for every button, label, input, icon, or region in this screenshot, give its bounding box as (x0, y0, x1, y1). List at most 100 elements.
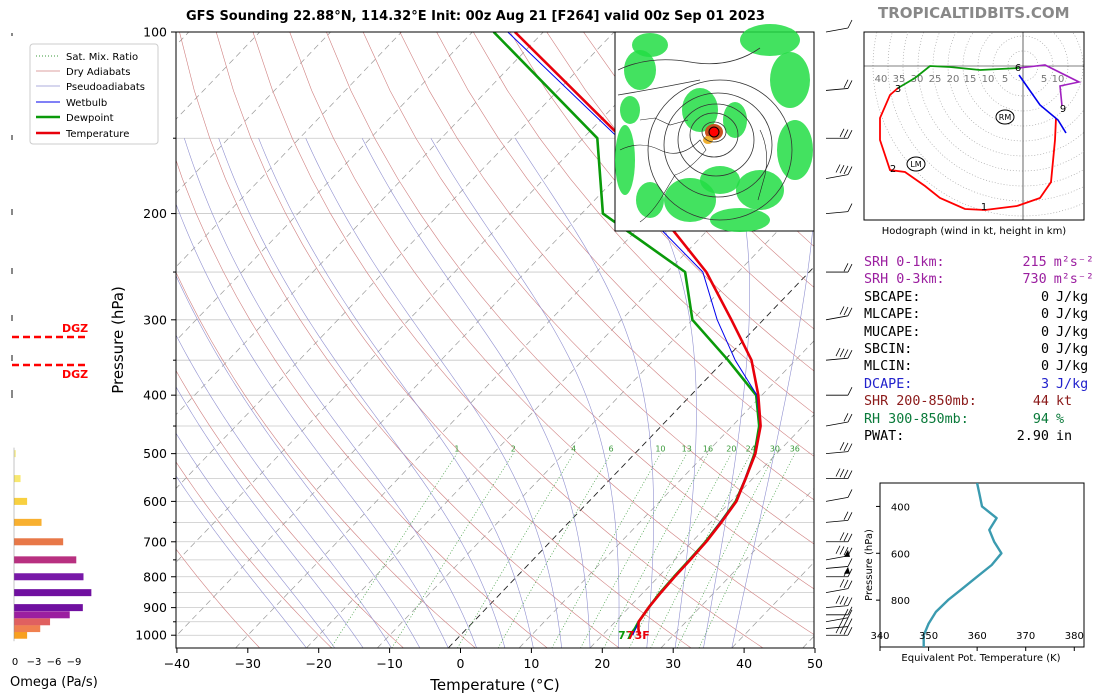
storm-motion-marker (906, 156, 926, 172)
legend-label: Wetbulb (66, 98, 107, 109)
stat-unit: J/kg (1056, 342, 1089, 358)
barb-feather (847, 386, 853, 396)
stat-label: SBCAPE: (864, 289, 921, 305)
barb-staff (825, 357, 849, 361)
dry-adiabat (252, 32, 764, 648)
barb-feather (839, 165, 845, 174)
stat-row: SHR 200-850mb: 44 kt (864, 393, 1094, 410)
pseudoadiabat (616, 138, 697, 648)
barb-feather (839, 579, 845, 588)
site-watermark: TROPICALTIDBITS.COM (878, 4, 1070, 22)
legend-label: Temperature (65, 129, 129, 140)
pseudoadiabat (258, 138, 534, 648)
barb-feather (839, 617, 845, 626)
legend-label: Pseudoadiabats (66, 82, 145, 93)
x-tick-label: −30 (235, 656, 261, 671)
barb-pennant (844, 566, 850, 574)
hodograph-title: Hodograph (wind in kt, height in km) (882, 226, 1067, 237)
barb-feather (847, 568, 853, 577)
x-tick-label: 0 (457, 656, 465, 671)
isotherm (447, 266, 814, 648)
y-tick-label: 900 (143, 600, 167, 615)
theta-e-line (922, 483, 1003, 647)
barb-feather (847, 80, 853, 89)
hodo-height-label: 3 (895, 84, 901, 95)
mixing-ratio-line (580, 453, 688, 648)
stat-row: MLCIN: 0 J/kg (864, 358, 1094, 375)
wind-barb (825, 347, 853, 361)
theta-e-plot (922, 483, 1003, 647)
wind-barb (825, 413, 853, 427)
barb-feather (847, 609, 853, 618)
stat-unit: in (1056, 429, 1073, 445)
barb-feather (847, 580, 853, 589)
isotherm (176, 32, 544, 416)
stat-unit: kt (1056, 394, 1073, 410)
omega-left-ticks (11, 33, 13, 398)
barb-feather (843, 165, 849, 175)
y-tick-label: 300 (143, 312, 167, 327)
stat-label: MLCIN: (864, 359, 913, 375)
mixing-ratio-line (457, 453, 574, 648)
dry-adiabat (176, 159, 548, 648)
omega-bar (14, 589, 92, 597)
hodo-segment-3-6km (897, 65, 1020, 89)
x-tick-label: 40 (736, 656, 752, 671)
omega-bar (14, 604, 83, 612)
mixing-ratio-line (391, 453, 514, 648)
stats-table: SRH 0-1km: 215 m²s⁻² SRH 0-3km: 730 m²s⁻² SBCA… (864, 254, 1094, 445)
barb-feather (847, 558, 853, 567)
stat-row: MLCAPE: 0 J/kg (864, 306, 1094, 323)
dry-adiabat (215, 32, 692, 648)
legend-label: Dewpoint (66, 113, 114, 124)
stat-value: 44 (1032, 394, 1049, 410)
x-tick-label: 50 (807, 656, 823, 671)
stat-value: 215 (1022, 255, 1047, 270)
barb-feather (847, 350, 853, 359)
stat-label: DCAPE: (864, 376, 913, 392)
y-tick-label: 700 (143, 534, 167, 549)
barb-feather (835, 468, 841, 477)
barb-feather (839, 128, 845, 138)
wind-barb (826, 624, 853, 636)
barb-feather (843, 511, 849, 520)
barb-staff (825, 88, 849, 91)
wind-barb (825, 79, 853, 91)
mixing-ratio-label: 36 (790, 445, 800, 454)
mixing-ratio-label: 30 (770, 445, 780, 454)
pseudoadiabat (703, 138, 750, 648)
mixing-ratio-line (650, 453, 752, 648)
storm-motion-label: RM (999, 113, 1012, 122)
barb-staff (825, 211, 849, 214)
barb-feather (847, 470, 853, 479)
barb-feather (843, 546, 849, 556)
series-temperature (513, 32, 762, 636)
wind-barb (826, 263, 853, 273)
omega-axis-label: Omega (Pa/s) (10, 675, 98, 690)
stat-value: 730 (1022, 272, 1047, 288)
barb-feather (843, 306, 849, 316)
omega-bar (14, 450, 16, 458)
wind-barb (825, 489, 853, 502)
wind-barb (825, 595, 853, 609)
barb-feather (847, 606, 853, 615)
barb-staff (825, 617, 849, 623)
barb-feather (839, 442, 845, 451)
barb-feather (843, 626, 849, 635)
isotherm (176, 32, 402, 268)
wind-barb (826, 386, 853, 396)
barb-feather (847, 307, 853, 316)
dgz-lower-label: DGZ (62, 368, 88, 381)
theta-x-tick-label: 350 (919, 631, 938, 642)
stat-value: 0 (1040, 342, 1049, 358)
barb-staff (825, 588, 849, 594)
barb-feather (847, 166, 853, 175)
isotherm (589, 414, 814, 648)
dry-adiabat (473, 32, 814, 414)
mixing-ratio-label: 2 (511, 445, 516, 454)
stat-row: RH 300-850mb: 94% (864, 411, 1094, 428)
barb-feather (847, 130, 853, 139)
barb-feather (847, 413, 853, 423)
precip-blob (682, 88, 718, 132)
